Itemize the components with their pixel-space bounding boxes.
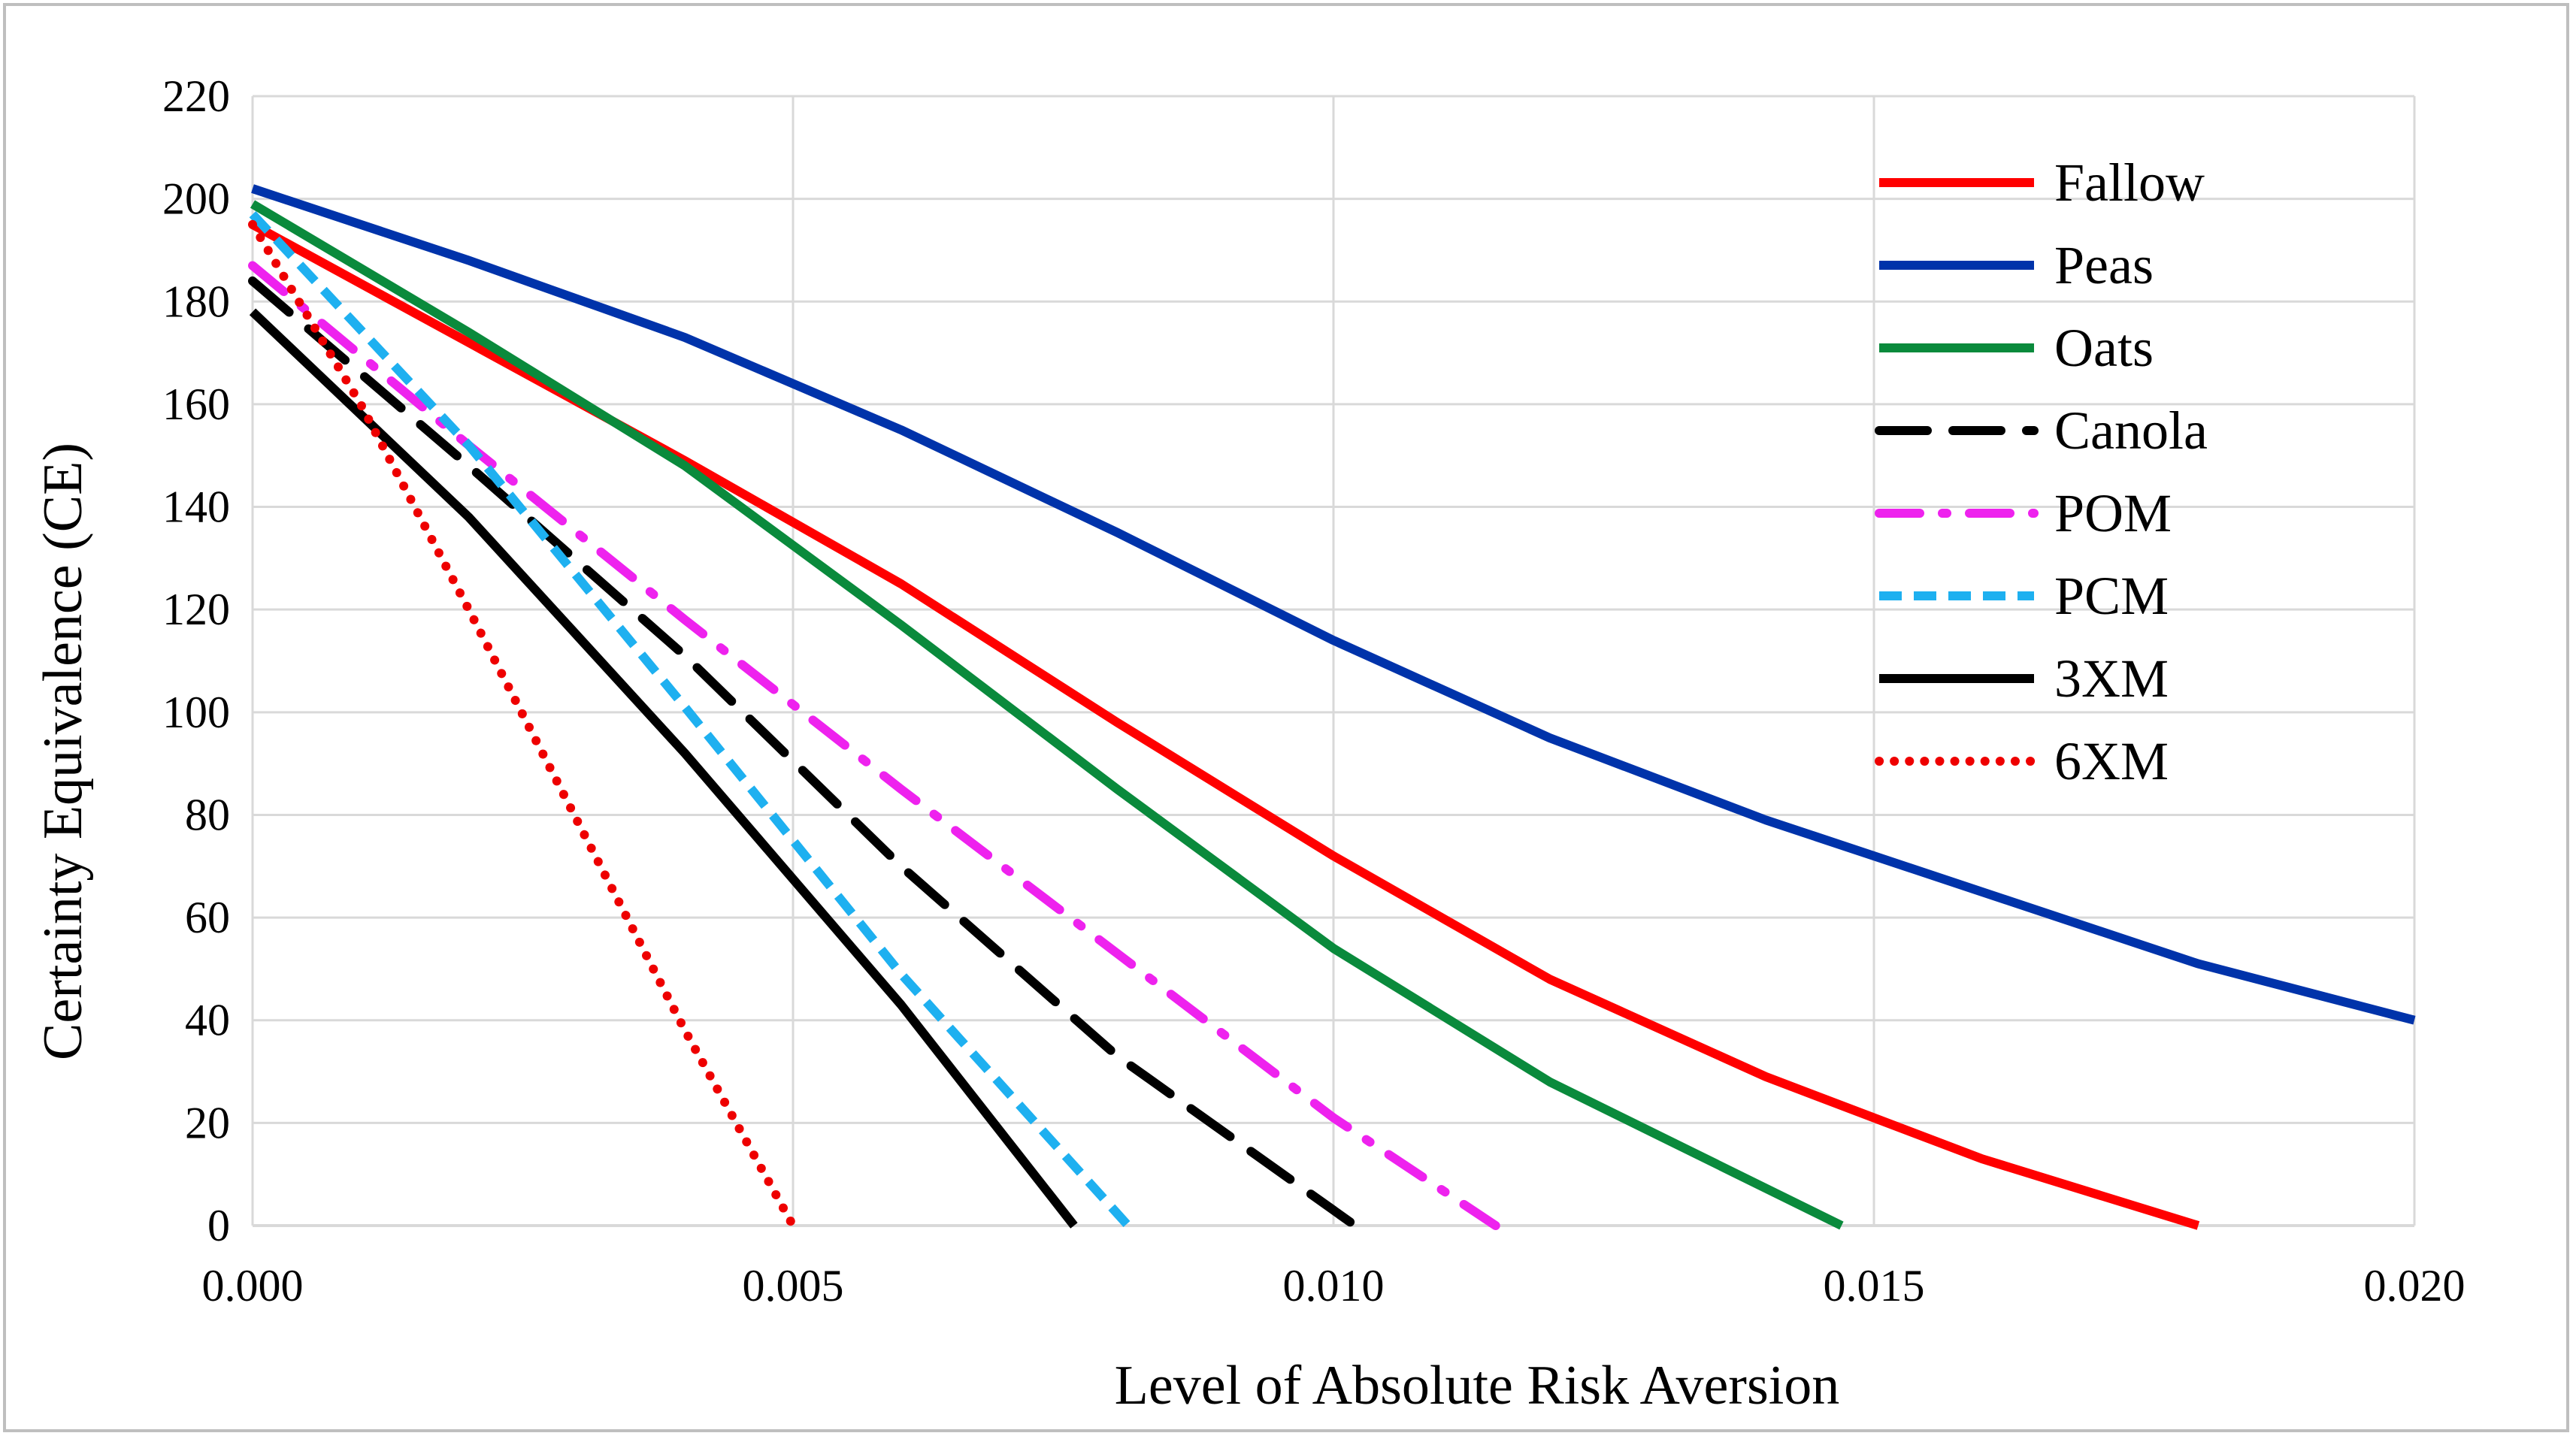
y-tick-label: 100 [162, 688, 230, 737]
legend-label-3xm: 3XM [2054, 648, 2169, 709]
legend-label-oats: Oats [2054, 318, 2154, 378]
x-tick-label: 0.005 [743, 1261, 844, 1311]
legend-label-fallow: Fallow [2054, 153, 2205, 213]
tick-labels: 0 20 40 60 80 100 120 140 160 180 200 220 0.000 0.005… [162, 71, 2466, 1311]
legend-label-pcm: PCM [2054, 566, 2169, 626]
legend-label-peas: Peas [2054, 235, 2154, 295]
series-line-6xm [248, 219, 798, 1230]
x-axis-title: Level of Absolute Risk Aversion [1115, 1355, 1840, 1416]
y-tick-label: 200 [162, 174, 230, 224]
chart-frame [3, 3, 2569, 1432]
series-line-pcm [249, 211, 1132, 1229]
x-tick-label: 0.000 [202, 1261, 304, 1311]
legend-label-pom: POM [2054, 483, 2172, 543]
series-line-peas [251, 184, 2416, 1025]
y-tick-label: 160 [162, 379, 230, 429]
y-tick-label: 20 [185, 1098, 230, 1147]
series-lines [248, 184, 2416, 1230]
legend: Fallow Peas Oats Canola POM PCM 3XM 6XM [1875, 153, 2208, 791]
x-tick-label: 0.015 [1824, 1261, 1925, 1311]
y-tick-label: 60 [185, 893, 230, 942]
y-tick-label: 80 [185, 790, 230, 839]
series-line-pom [248, 261, 1500, 1230]
y-tick-label: 140 [162, 482, 230, 532]
x-tick-label: 0.010 [1283, 1261, 1385, 1311]
y-axis-title: Certainty Equivalence (CE) [32, 443, 94, 1060]
legend-label-canola: Canola [2054, 401, 2208, 461]
legend-label-6xm: 6XM [2054, 731, 2169, 791]
x-tick-label: 0.020 [2364, 1261, 2466, 1311]
gridlines [253, 95, 2416, 1226]
series-line-canola [248, 276, 1360, 1230]
y-tick-label: 220 [162, 71, 230, 121]
y-tick-label: 120 [162, 585, 230, 634]
series-line-oats [250, 200, 1844, 1230]
y-tick-label: 40 [185, 996, 230, 1045]
y-tick-label: 0 [207, 1201, 230, 1250]
y-tick-label: 180 [162, 277, 230, 326]
series-line-3xm [249, 308, 1078, 1229]
